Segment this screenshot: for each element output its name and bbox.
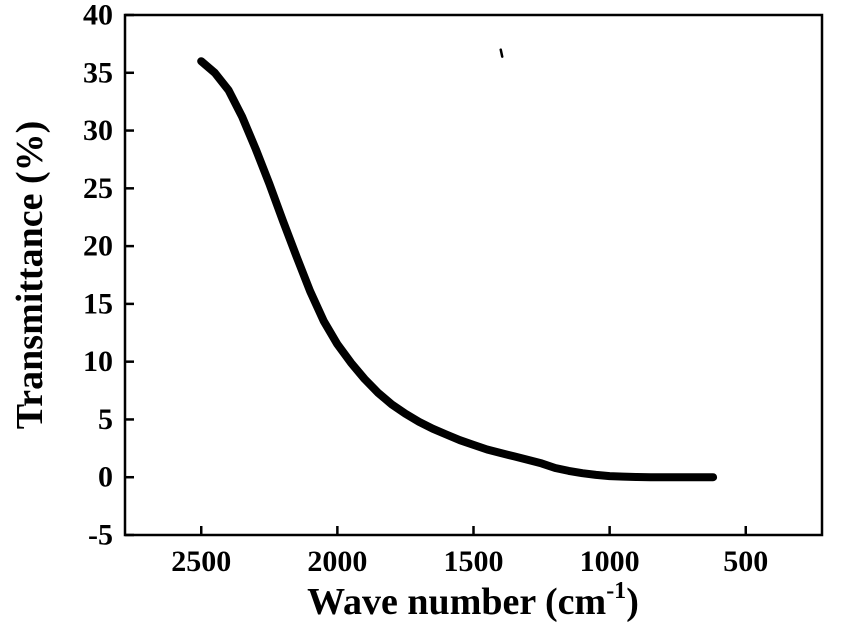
y-tick-label: 20 xyxy=(83,230,113,263)
y-tick-label: 35 xyxy=(83,56,113,89)
x-tick-label: 1500 xyxy=(444,545,504,578)
stray-mark xyxy=(499,48,504,58)
plot-area: -5 0 5 10 15 20 25 30 35 40 2500 2000 1500 1000 500 xyxy=(83,0,824,578)
transmittance-curve xyxy=(197,57,718,482)
y-tick-label: 5 xyxy=(98,403,113,436)
x-tick-label: 500 xyxy=(723,545,768,578)
y-tick-label: 30 xyxy=(83,114,113,147)
y-tick-label: 15 xyxy=(83,287,113,320)
y-axis-label: Transmittance (%) xyxy=(9,121,51,430)
x-tick-label: 2000 xyxy=(307,545,367,578)
y-tick-label: 40 xyxy=(83,0,113,32)
y-tick-label: 10 xyxy=(83,345,113,378)
y-tick-label: -5 xyxy=(88,519,113,552)
x-tick-label: 2500 xyxy=(171,545,231,578)
y-tick-label: 25 xyxy=(83,172,113,205)
x-axis-label: Wave number (cm-1) xyxy=(307,578,639,623)
x-tick-label: 1000 xyxy=(580,545,640,578)
y-tick-label: 0 xyxy=(98,461,113,494)
